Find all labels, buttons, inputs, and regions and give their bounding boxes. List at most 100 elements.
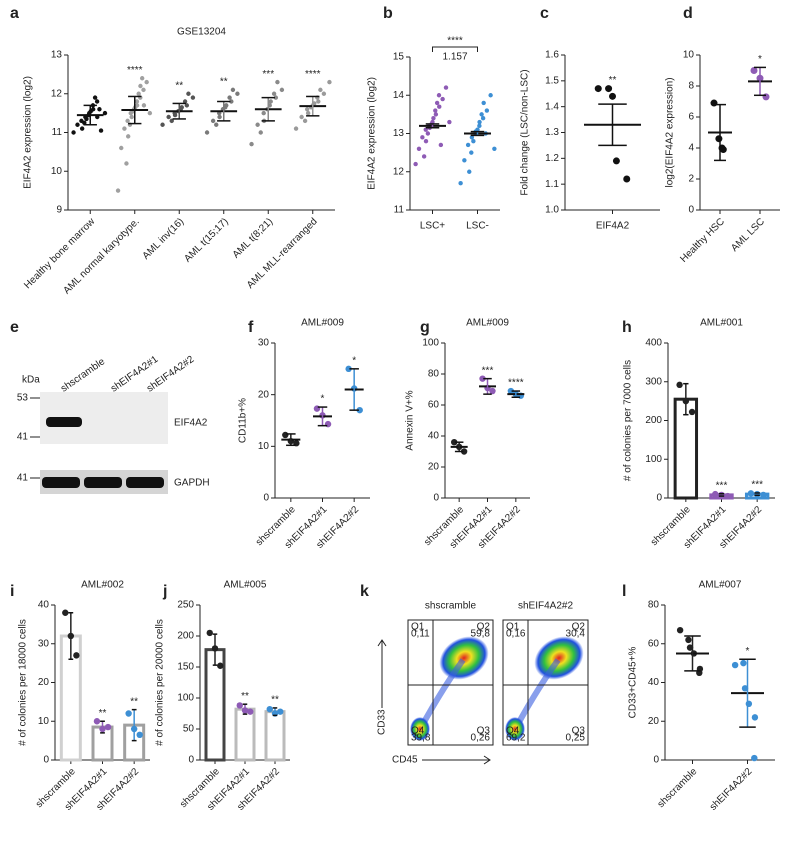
data-point [685, 636, 692, 644]
significance-label: **** [305, 69, 321, 80]
data-point [676, 626, 684, 634]
y-tick-label: 100 [177, 693, 194, 704]
data-point [235, 91, 240, 96]
data-point [437, 104, 442, 109]
x-tick-label: Healthy HSC [678, 216, 727, 265]
y-tick-label: 150 [177, 662, 194, 673]
data-point [62, 609, 69, 616]
data-point [420, 135, 425, 140]
y-tick-label: 40 [428, 431, 440, 442]
data-point [731, 661, 739, 669]
western-blot: e kDa 53 41 41 shscramble shEIF4A2#1 shE… [10, 319, 210, 494]
y-tick-label: 40 [648, 677, 660, 688]
data-point [305, 110, 311, 116]
quadrant-name: Q4 [411, 726, 425, 737]
quadrant-name: Q1 [411, 622, 425, 633]
y-tick-label: 0 [688, 205, 694, 216]
data-point [139, 76, 145, 81]
chart-title: AML#002 [81, 580, 124, 591]
y-axis-label: CD33+CD45+% [628, 647, 639, 719]
marker-label: 53 [17, 393, 29, 404]
y-tick-label: 0 [188, 755, 194, 766]
significance-label: ** [271, 695, 279, 706]
data-point [751, 714, 759, 721]
data-point [447, 119, 452, 125]
data-point [79, 118, 84, 124]
blot-band [46, 417, 82, 427]
chart-title: AML#007 [699, 580, 742, 591]
data-point [327, 79, 332, 85]
y-tick-label: 15 [393, 52, 405, 63]
significance-label: ** [175, 80, 183, 91]
panel-letter: f [248, 319, 254, 336]
density-cloud [505, 717, 525, 741]
data-point [141, 87, 146, 93]
data-point [465, 142, 471, 148]
data-point [125, 134, 131, 139]
y-tick-label: 10 [51, 166, 63, 177]
y-axis-label: CD11b+% [238, 398, 249, 443]
data-point [356, 406, 363, 414]
x-axis-label: CD45 [392, 755, 418, 766]
data-point [740, 659, 747, 667]
density-cloud [534, 636, 584, 680]
data-point [97, 107, 102, 112]
quadrant-name: Q2 [572, 622, 586, 633]
data-point [710, 99, 718, 107]
axis-arrow [422, 755, 491, 765]
y-axis-label: # of colonies per 18000 cells [18, 619, 29, 746]
data-point [488, 93, 493, 98]
y-tick-label: 0 [433, 493, 439, 504]
data-point [688, 408, 696, 416]
data-point [71, 130, 76, 135]
y-tick-label: 60 [428, 400, 440, 411]
data-point [134, 103, 140, 108]
y-tick-label: 0 [43, 755, 49, 766]
y-tick-label: 10 [258, 441, 270, 452]
y-tick-label: 50 [183, 724, 195, 735]
data-point [492, 146, 497, 151]
data-point [224, 103, 229, 108]
data-point [247, 708, 254, 715]
y-axis-label: EIF4A2 expression (log2) [23, 76, 34, 189]
data-point [166, 114, 171, 120]
quadrant-name: Q3 [477, 726, 491, 737]
y-tick-label: 10 [683, 50, 695, 61]
chart-title: AML#001 [700, 318, 743, 329]
data-point [93, 718, 101, 725]
data-point [751, 754, 758, 762]
significance-label: * [746, 646, 750, 657]
significance-label: * [321, 394, 325, 405]
data-point [451, 439, 458, 446]
x-tick-label: LSC- [466, 221, 489, 232]
unit-label: kDa [22, 375, 40, 386]
quadrant-value: 0,11 [411, 629, 430, 640]
data-point [273, 95, 279, 100]
data-point [90, 107, 96, 112]
data-point [477, 119, 482, 125]
significance-label: * [352, 355, 356, 366]
data-point [277, 708, 284, 715]
quadrant-value: 30,4 [566, 629, 586, 640]
data-point [141, 103, 147, 108]
data-point [304, 107, 310, 112]
marker-label: 41 [17, 432, 29, 443]
significance-label: ** [609, 75, 617, 86]
sample-title: shEIF4A2#2 [518, 601, 573, 612]
data-point [275, 79, 280, 85]
data-point [433, 108, 438, 113]
panel-letter: c [540, 5, 549, 22]
data-point [423, 138, 429, 144]
data-point [119, 145, 124, 151]
marker-label: 41 [17, 473, 29, 484]
data-point [425, 131, 431, 136]
y-tick-label: 60 [648, 638, 660, 649]
y-axis-label: # of colonies per 20000 cells [155, 619, 166, 746]
data-point [416, 146, 422, 151]
data-point [258, 130, 263, 135]
data-point [747, 490, 755, 497]
data-point [115, 188, 121, 193]
data-point [179, 105, 184, 110]
data-point [282, 431, 289, 439]
y-tick-label: 13 [393, 128, 405, 139]
